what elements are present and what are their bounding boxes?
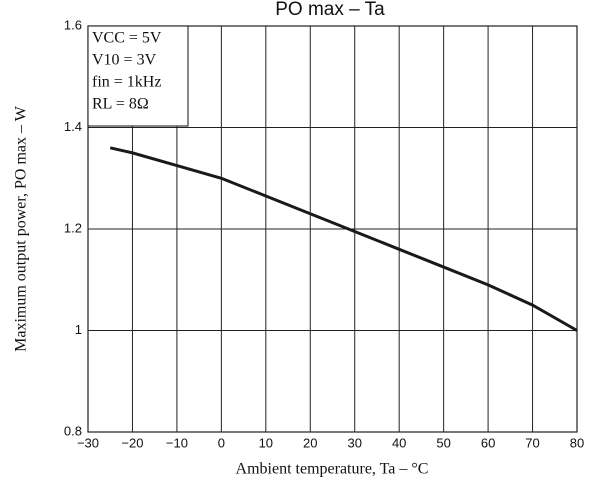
x-tick-label: 40: [392, 435, 406, 450]
y-tick-label: 1.6: [64, 17, 82, 32]
x-tick-label: 70: [525, 435, 539, 450]
x-tick-label: 50: [436, 435, 450, 450]
x-tick-label: 20: [303, 435, 317, 450]
x-tick-label: −20: [121, 435, 143, 450]
x-tick-label: 80: [570, 435, 584, 450]
annotation: V10 = 3V: [92, 52, 157, 69]
y-tick-label: 0.8: [64, 423, 82, 438]
x-tick-label: 10: [259, 435, 273, 450]
y-tick-label: 1: [75, 322, 82, 337]
data-line: [109, 146, 578, 332]
x-tick-label: −10: [166, 435, 188, 450]
x-tick-label: 0: [218, 435, 225, 450]
chart-title: PO max – Ta: [275, 0, 385, 20]
annotation-box: [87, 25, 189, 127]
annotation: RL = 8Ω: [92, 96, 149, 113]
annotation: VCC = 5V: [92, 30, 162, 47]
annotation: fin = 1kHz: [92, 74, 161, 91]
x-axis-label: Ambient temperature, Ta – °C: [236, 461, 429, 478]
x-tick-label: 30: [347, 435, 361, 450]
x-tick-label: 60: [481, 435, 495, 450]
y-tick-label: 1.4: [64, 119, 82, 134]
y-axis-label: Maximum output power, PO max – W: [13, 105, 30, 352]
x-tick-label: −30: [77, 435, 99, 450]
y-tick-label: 1.2: [64, 220, 82, 235]
